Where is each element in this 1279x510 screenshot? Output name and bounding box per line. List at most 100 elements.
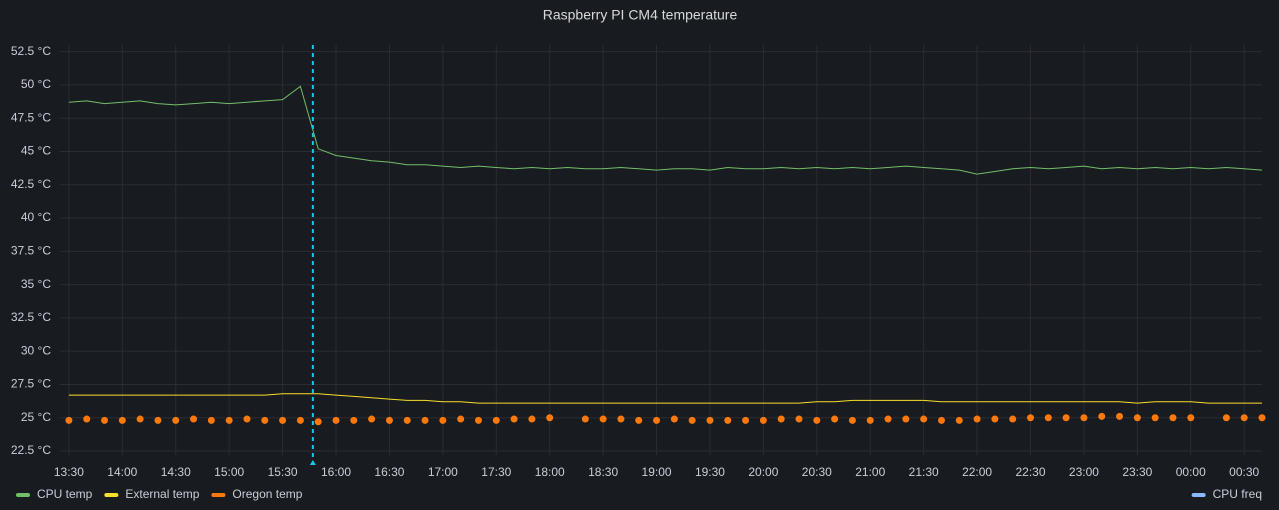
point bbox=[920, 415, 928, 423]
point bbox=[759, 416, 767, 424]
point bbox=[492, 416, 500, 424]
point bbox=[813, 416, 821, 424]
point bbox=[937, 416, 945, 424]
point bbox=[1027, 414, 1035, 422]
point bbox=[510, 415, 518, 423]
point bbox=[831, 415, 839, 423]
legend-swatch bbox=[1191, 493, 1206, 497]
point bbox=[991, 415, 999, 423]
legend-label: Oregon temp bbox=[232, 487, 302, 501]
point bbox=[706, 416, 714, 424]
x-tick-label: 23:30 bbox=[1122, 465, 1152, 479]
y-tick-label: 40 °C bbox=[21, 210, 51, 224]
x-tick-label: 13:30 bbox=[54, 465, 84, 479]
y-tick-label: 47.5 °C bbox=[11, 110, 51, 124]
point bbox=[742, 416, 750, 424]
x-tick-label: 14:30 bbox=[161, 465, 191, 479]
point bbox=[136, 415, 144, 423]
point bbox=[83, 415, 91, 423]
point bbox=[243, 415, 251, 423]
point bbox=[848, 416, 856, 424]
point bbox=[635, 416, 643, 424]
y-tick-label: 52.5 °C bbox=[11, 44, 51, 58]
point bbox=[118, 416, 126, 424]
point bbox=[368, 415, 376, 423]
x-tick-label: 21:30 bbox=[909, 465, 939, 479]
point bbox=[403, 416, 411, 424]
point bbox=[296, 416, 304, 424]
point bbox=[617, 415, 625, 423]
point bbox=[65, 416, 73, 424]
y-tick-label: 25 °C bbox=[21, 410, 51, 424]
point bbox=[261, 416, 269, 424]
x-tick-label: 00:00 bbox=[1176, 465, 1206, 479]
point bbox=[207, 416, 215, 424]
x-tick-label: 00:30 bbox=[1229, 465, 1259, 479]
point bbox=[350, 416, 358, 424]
point bbox=[172, 416, 180, 424]
point bbox=[973, 415, 981, 423]
x-tick-label: 20:00 bbox=[748, 465, 778, 479]
legend-label: CPU freq bbox=[1213, 487, 1262, 501]
point bbox=[581, 415, 589, 423]
annotation-marker bbox=[309, 460, 316, 465]
point bbox=[474, 416, 482, 424]
y-tick-label: 32.5 °C bbox=[11, 310, 51, 324]
point bbox=[1133, 414, 1141, 422]
point bbox=[190, 415, 198, 423]
point bbox=[385, 416, 393, 424]
y-tick-label: 45 °C bbox=[21, 144, 51, 158]
point bbox=[332, 416, 340, 424]
point bbox=[457, 415, 465, 423]
y-tick-label: 30 °C bbox=[21, 343, 51, 357]
point bbox=[653, 416, 661, 424]
legend-swatch bbox=[211, 493, 226, 497]
x-tick-label: 16:30 bbox=[374, 465, 404, 479]
point bbox=[1187, 414, 1195, 422]
point bbox=[688, 416, 696, 424]
point bbox=[1151, 414, 1159, 422]
series-line bbox=[68, 85, 1263, 175]
point bbox=[670, 415, 678, 423]
y-tick-label: 35 °C bbox=[21, 277, 51, 291]
y-tick-label: 50 °C bbox=[21, 77, 51, 91]
point bbox=[225, 416, 233, 424]
y-tick-label: 27.5 °C bbox=[11, 377, 51, 391]
point bbox=[154, 416, 162, 424]
x-tick-label: 22:30 bbox=[1015, 465, 1045, 479]
point bbox=[795, 415, 803, 423]
y-tick-label: 37.5 °C bbox=[11, 244, 51, 258]
legend-swatch bbox=[16, 493, 30, 497]
point bbox=[902, 415, 910, 423]
x-tick-label: 18:30 bbox=[588, 465, 618, 479]
point bbox=[421, 416, 429, 424]
point bbox=[546, 414, 554, 422]
x-tick-label: 19:30 bbox=[695, 465, 725, 479]
point bbox=[1240, 414, 1248, 422]
x-tick-label: 15:30 bbox=[268, 465, 298, 479]
legend-label: External temp bbox=[125, 487, 199, 501]
y-tick-label: 42.5 °C bbox=[11, 177, 51, 191]
x-tick-label: 22:00 bbox=[962, 465, 992, 479]
point bbox=[1258, 414, 1266, 422]
point bbox=[1009, 415, 1017, 423]
y-tick-label: 22.5 °C bbox=[11, 443, 51, 457]
x-tick-label: 17:30 bbox=[481, 465, 511, 479]
legend-swatch bbox=[104, 493, 119, 497]
point bbox=[866, 416, 874, 424]
legend-label: CPU temp bbox=[37, 487, 93, 501]
x-tick-label: 14:00 bbox=[107, 465, 137, 479]
point bbox=[599, 415, 607, 423]
point bbox=[528, 415, 536, 423]
point bbox=[955, 416, 963, 424]
x-tick-label: 23:00 bbox=[1069, 465, 1099, 479]
x-tick-label: 17:00 bbox=[428, 465, 458, 479]
point bbox=[1222, 414, 1230, 422]
point bbox=[1116, 412, 1124, 420]
point bbox=[1098, 412, 1106, 420]
point bbox=[314, 418, 322, 426]
x-tick-label: 20:30 bbox=[802, 465, 832, 479]
chart-title: Raspberry PI CM4 temperature bbox=[543, 7, 738, 23]
